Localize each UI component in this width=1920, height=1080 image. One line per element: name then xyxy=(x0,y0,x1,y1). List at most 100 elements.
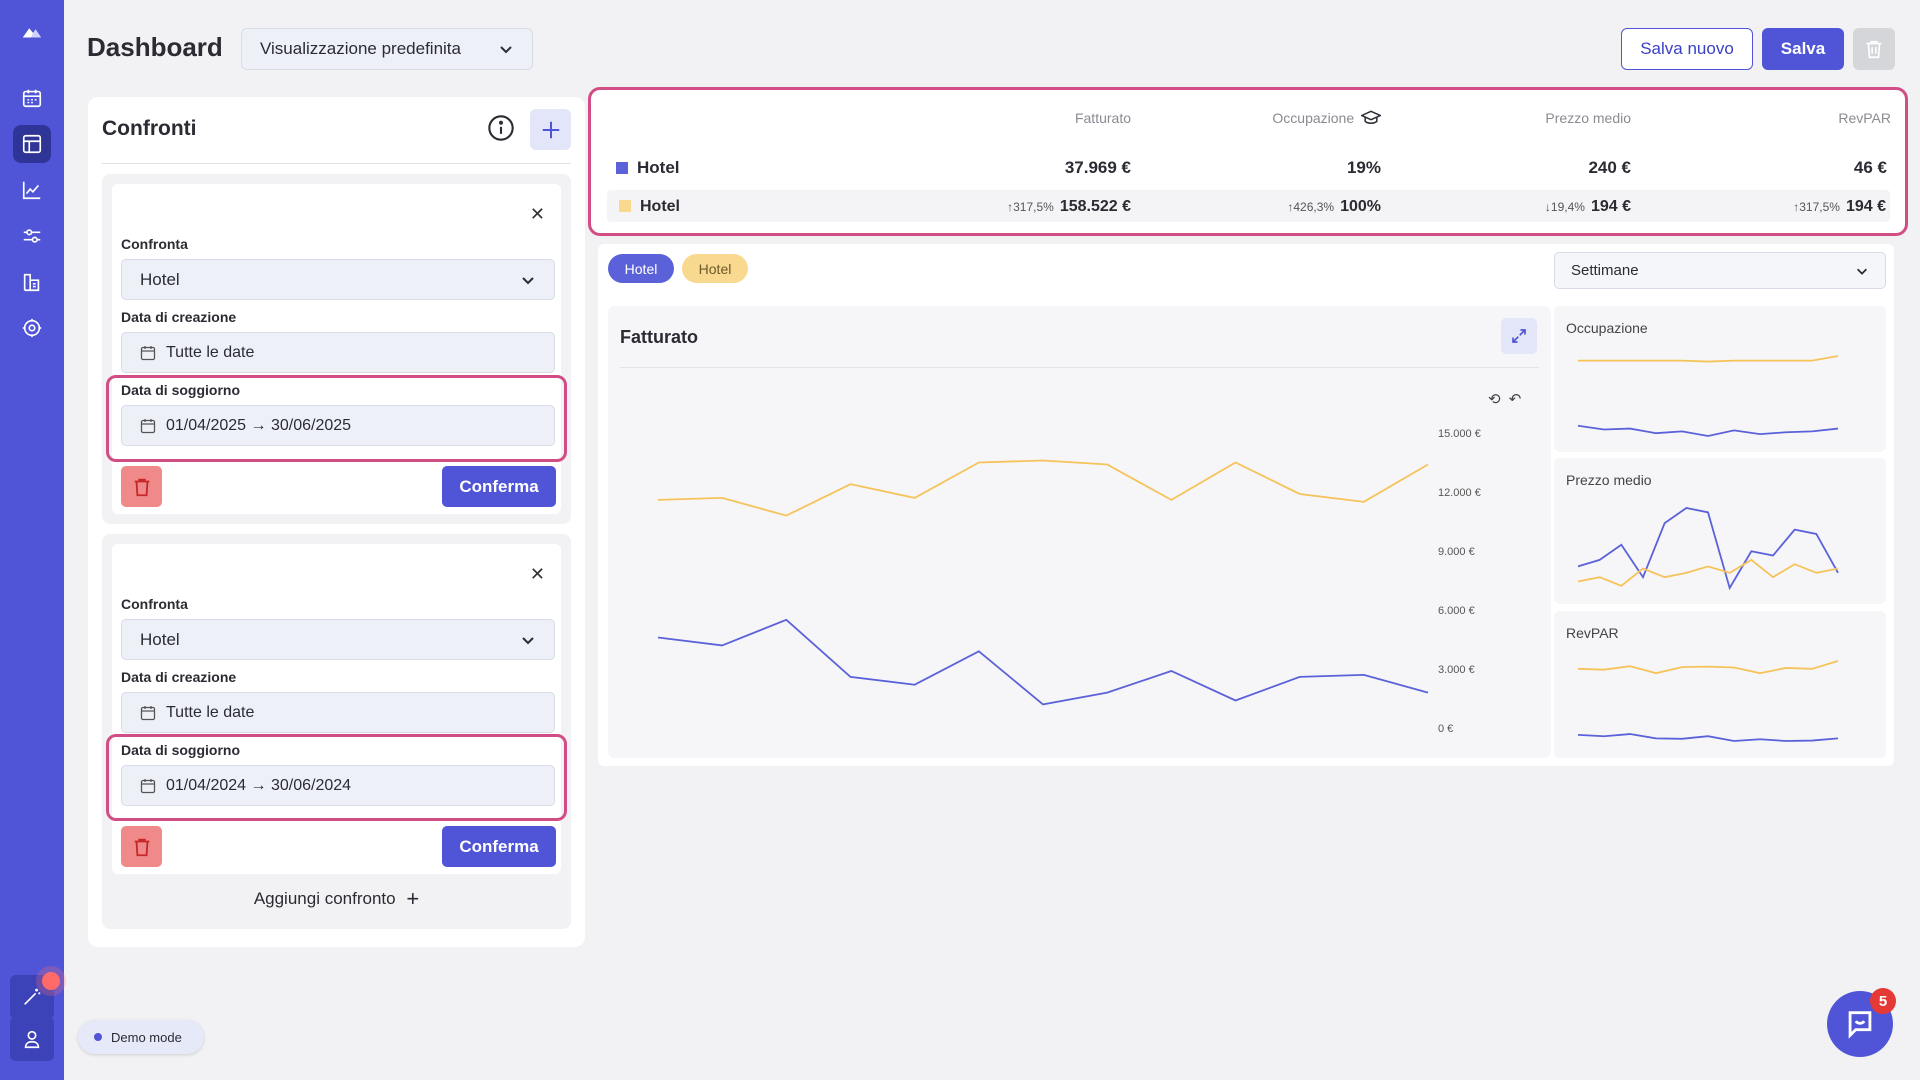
kpi-value: 240 € xyxy=(1588,158,1631,177)
calendar-icon[interactable] xyxy=(13,79,51,117)
chevron-down-icon xyxy=(522,636,534,644)
logo-icon[interactable] xyxy=(13,13,51,51)
series-tag[interactable]: Hotel xyxy=(682,254,748,283)
kpi-value: 46 € xyxy=(1853,158,1887,177)
calendar-icon xyxy=(140,418,156,433)
revpar-mini-chart: RevPAR xyxy=(1554,611,1886,758)
add-comparison-label: Aggiungi confronto xyxy=(253,889,396,908)
undo-icon[interactable]: ↶ xyxy=(1508,391,1522,408)
y-tick-label: 9.000 € xyxy=(1438,546,1475,558)
period-select[interactable]: Settimane xyxy=(1554,252,1886,289)
y-tick-label: 6.000 € xyxy=(1438,605,1475,617)
creation-date-field[interactable]: Tutte le date xyxy=(121,692,555,733)
chat-icon xyxy=(1848,1011,1872,1039)
stay-date-field[interactable]: 01/04/2024 → 30/06/2024 xyxy=(121,765,555,806)
revpar-line-chart xyxy=(1577,660,1839,742)
kpi-value: ↓19,4% 194 € xyxy=(1544,198,1631,215)
demo-mode-badge[interactable]: Demo mode xyxy=(78,1020,204,1054)
close-icon[interactable]: ✕ xyxy=(529,204,545,224)
kpi-value: ↑317,5% 158.522 € xyxy=(1007,198,1131,215)
comparison-card-inner: ✕ Confronta Hotel Data di creazione Tutt… xyxy=(112,544,561,874)
settings-icon[interactable] xyxy=(13,309,51,347)
avg-price-line-chart xyxy=(1577,507,1839,591)
view-select-value: Visualizzazione predefinita xyxy=(260,39,461,58)
view-select[interactable]: Visualizzazione predefinita xyxy=(241,28,533,70)
graduation-cap-icon xyxy=(1360,110,1382,124)
creation-date-field[interactable]: Tutte le date xyxy=(121,332,555,373)
calendar-icon xyxy=(140,778,156,793)
divider xyxy=(620,367,1539,368)
kpi-value: ↑426,3% 100% xyxy=(1287,198,1381,215)
crop-icon[interactable]: ⟲ xyxy=(1488,391,1501,408)
recording-indicator xyxy=(36,966,66,996)
compare-select[interactable]: Hotel xyxy=(121,259,555,300)
occupancy-line-chart xyxy=(1577,355,1839,437)
stay-date-field[interactable]: 01/04/2025 → 30/06/2025 xyxy=(121,405,555,446)
period-select-value: Settimane xyxy=(1571,262,1639,279)
series-line-1 xyxy=(1577,558,1839,587)
y-tick-label: 12.000 € xyxy=(1438,487,1481,499)
stay-date-label: Data di soggiorno xyxy=(121,382,240,398)
expand-icon xyxy=(1512,329,1526,343)
creation-date-value: Tutte le date xyxy=(166,343,255,361)
delete-view-button[interactable] xyxy=(1853,28,1895,70)
building-icon[interactable] xyxy=(13,263,51,301)
save-button[interactable]: Salva xyxy=(1762,28,1844,70)
chart-title: Occupazione xyxy=(1566,320,1648,336)
delete-comparison-button[interactable] xyxy=(121,826,162,867)
kpi-header: Prezzo medio xyxy=(1545,110,1631,126)
compare-select-value: Hotel xyxy=(140,629,180,649)
divider xyxy=(102,163,571,164)
add-comparison-button[interactable] xyxy=(530,109,571,150)
series-line-0 xyxy=(1577,660,1839,675)
highlight-box xyxy=(106,375,567,462)
chart-tools: ⟲ ↶ xyxy=(1488,390,1521,408)
confirm-button[interactable]: Conferma xyxy=(442,826,556,867)
series-line-0 xyxy=(1577,507,1839,591)
expand-button[interactable] xyxy=(1501,318,1537,354)
compare-label: Confronta xyxy=(121,596,188,612)
compare-select[interactable]: Hotel xyxy=(121,619,555,660)
page-title: Dashboard xyxy=(87,32,223,62)
series-line-1 xyxy=(1577,424,1839,437)
demo-mode-label: Demo mode xyxy=(111,1029,182,1045)
notification-badge: 5 xyxy=(1870,988,1896,1014)
delete-comparison-button[interactable] xyxy=(121,466,162,507)
chart-title: Prezzo medio xyxy=(1566,472,1652,488)
line-chart-icon[interactable] xyxy=(13,171,51,209)
kpi-row-label: Hotel xyxy=(616,158,680,178)
kpi-header: Occupazione xyxy=(1211,110,1382,126)
compare-select-value: Hotel xyxy=(140,269,180,289)
dashboard-icon[interactable] xyxy=(13,125,51,163)
legend-swatch xyxy=(619,200,631,212)
add-comparison-link[interactable]: Aggiungi confronto + xyxy=(102,886,571,912)
charts-panel: Hotel Hotel Settimane Fatturato ⟲ ↶ 15.0… xyxy=(598,244,1894,766)
status-dot xyxy=(94,1033,102,1041)
chart-title: RevPAR xyxy=(1566,625,1619,641)
trash-icon xyxy=(134,478,149,496)
y-tick-label: 0 € xyxy=(1438,723,1453,735)
y-tick-label: 15.000 € xyxy=(1438,428,1481,440)
comparisons-title: Confronti xyxy=(102,117,197,140)
chart-title: Fatturato xyxy=(620,327,698,347)
series-line-1 xyxy=(1577,733,1839,742)
creation-date-label: Data di creazione xyxy=(121,309,237,325)
user-icon[interactable] xyxy=(10,1017,54,1061)
sliders-icon[interactable] xyxy=(13,217,51,255)
y-tick-label: 3.000 € xyxy=(1438,664,1475,676)
confirm-button[interactable]: Conferma xyxy=(442,466,556,507)
chevron-down-icon xyxy=(1857,268,1867,275)
series-line-0 xyxy=(657,459,1429,517)
save-new-button[interactable]: Salva nuovo xyxy=(1621,28,1753,70)
kpi-value: 19% xyxy=(1346,158,1381,177)
kpi-header: Fatturato xyxy=(1074,110,1131,126)
kpi-row-bg xyxy=(607,190,1890,222)
revenue-line-chart: 15.000 € 12.000 € 9.000 € 6.000 € 3.000 € 0 € xyxy=(657,428,1481,735)
info-icon[interactable] xyxy=(487,114,515,142)
avg-price-mini-chart: Prezzo medio xyxy=(1554,458,1886,604)
series-tag[interactable]: Hotel xyxy=(608,254,674,283)
sidebar xyxy=(0,0,64,1080)
trash-icon xyxy=(1866,40,1882,59)
revenue-chart: Fatturato ⟲ ↶ 15.000 € 12.000 € 9.000 € 6.0… xyxy=(608,306,1551,758)
close-icon[interactable]: ✕ xyxy=(529,564,545,584)
